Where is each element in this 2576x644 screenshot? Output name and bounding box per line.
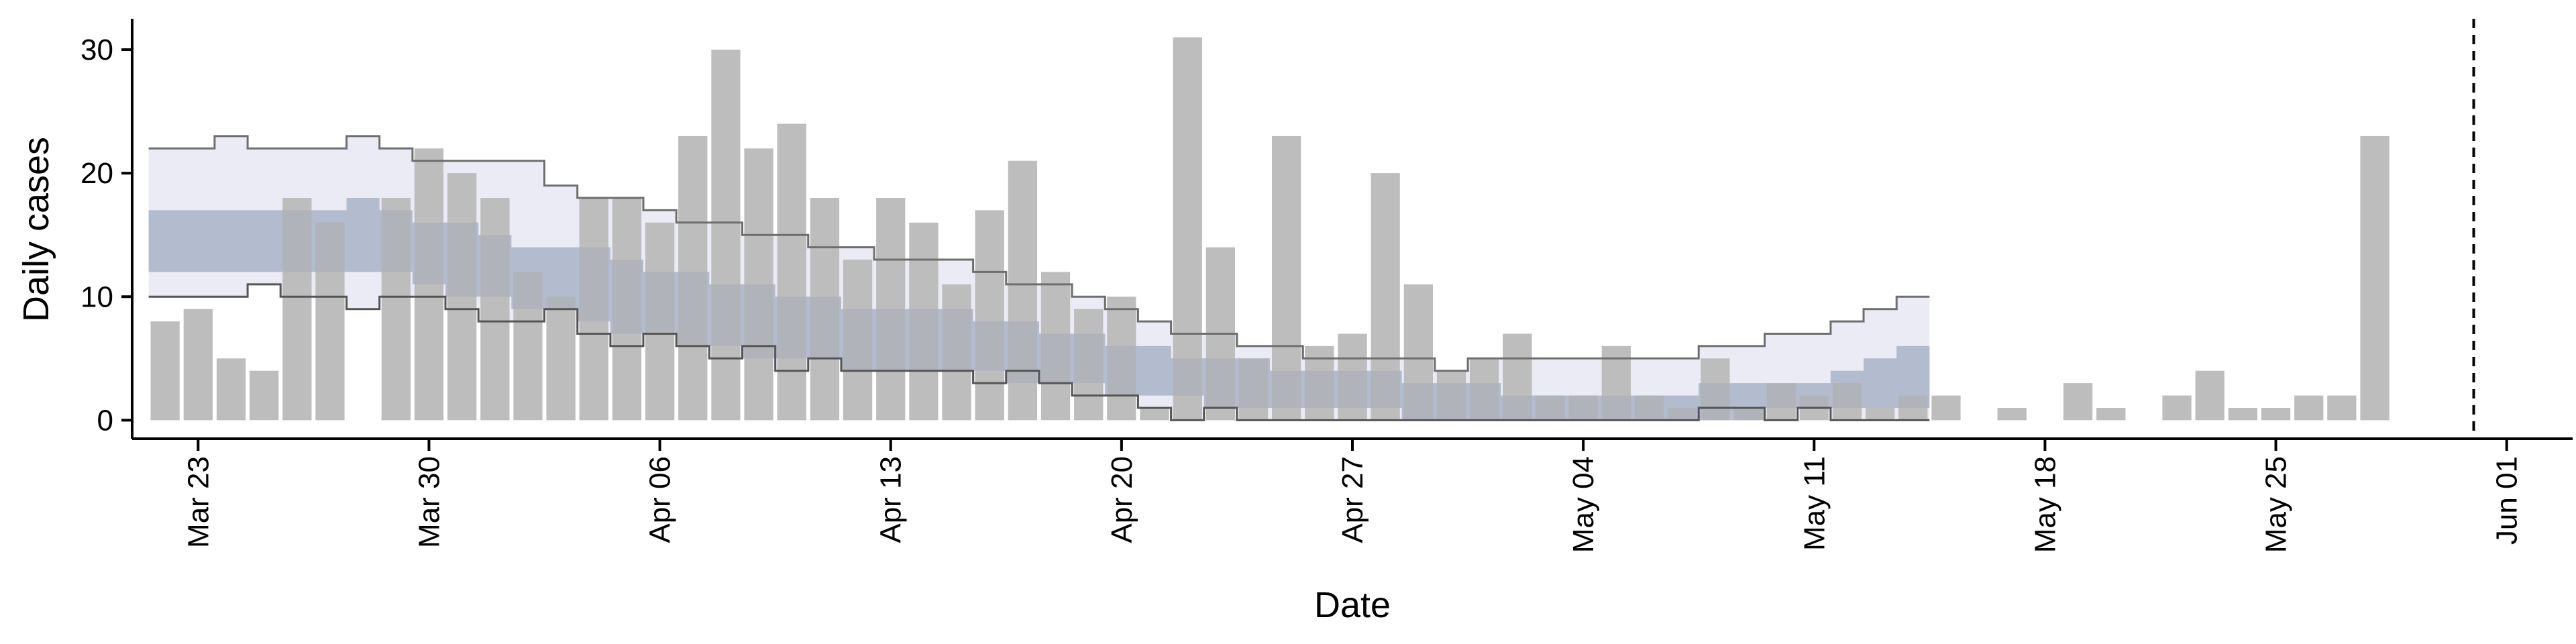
- bar: [1668, 408, 1697, 421]
- bar: [1866, 408, 1895, 421]
- x-tick-label: May 25: [2260, 456, 2293, 553]
- bar: [2228, 408, 2257, 421]
- bar: [1701, 358, 1730, 421]
- y-tick-label: 30: [80, 34, 113, 66]
- x-tick-label: May 04: [1567, 456, 1600, 553]
- bar: [975, 210, 1004, 421]
- bar: [2096, 408, 2126, 421]
- bar: [1008, 160, 1037, 421]
- bar: [414, 148, 444, 421]
- bar: [1173, 37, 1202, 421]
- y-ticks: 0 10 20 30: [80, 34, 132, 437]
- bar: [909, 222, 938, 421]
- bar: [1371, 173, 1400, 421]
- bar: [1338, 333, 1367, 421]
- bar: [1832, 383, 1862, 421]
- bar: [1634, 395, 1664, 421]
- y-tick-label: 0: [97, 404, 113, 437]
- bar: [1766, 383, 1796, 421]
- bar: [1272, 136, 1301, 421]
- bar: [1568, 395, 1598, 421]
- bar: [2063, 383, 2093, 421]
- bars-group: [150, 37, 2390, 421]
- bar: [1733, 408, 1763, 421]
- bar: [645, 222, 675, 421]
- bar: [777, 123, 806, 421]
- bar: [1107, 297, 1136, 421]
- bar: [216, 358, 246, 421]
- bar: [2360, 136, 2390, 421]
- upper-bound-line: [148, 135, 1930, 372]
- lower-bound-line: [148, 283, 1930, 421]
- bar: [843, 260, 873, 421]
- bar: [2261, 408, 2291, 421]
- bar: [546, 297, 576, 421]
- x-tick-label: Apr 20: [1106, 456, 1138, 543]
- bar: [1074, 309, 1104, 421]
- bar: [1436, 370, 1466, 421]
- x-tick-label: May 11: [1798, 456, 1831, 551]
- nowcast-overlap-band: [148, 198, 1930, 421]
- x-tick-label: Mar 23: [182, 456, 215, 548]
- bar: [1140, 408, 1169, 421]
- y-tick-label: 20: [80, 157, 113, 190]
- x-ticks: Mar 23 Mar 30 Apr 06 Apr 13 Apr 20 Apr 27 May …: [182, 439, 2524, 553]
- y-axis-label: Daily cases: [16, 137, 56, 322]
- bar: [1503, 333, 1532, 421]
- bar: [1898, 395, 1928, 421]
- bar: [876, 198, 906, 421]
- bar: [1470, 358, 1499, 421]
- bar: [282, 198, 312, 421]
- bar: [2195, 370, 2224, 421]
- bar: [1238, 358, 1269, 421]
- bar: [1536, 395, 1565, 421]
- bar: [2327, 395, 2357, 421]
- x-tick-label: Jun 01: [2491, 456, 2524, 545]
- x-tick-label: Apr 06: [644, 456, 677, 543]
- bar: [711, 50, 741, 421]
- bar: [1931, 395, 1961, 421]
- bar: [447, 173, 477, 421]
- bar: [480, 198, 510, 421]
- bar: [1403, 284, 1433, 421]
- bar: [2294, 395, 2324, 421]
- bar: [678, 136, 708, 421]
- inner-band-overlay: [148, 198, 1930, 421]
- y-tick-label: 10: [80, 280, 113, 313]
- bar: [183, 309, 213, 421]
- bar: [744, 148, 773, 421]
- bar: [810, 198, 840, 421]
- bar: [250, 370, 279, 421]
- bar: [150, 321, 180, 421]
- x-tick-label: Apr 27: [1336, 456, 1369, 543]
- nowcast-bound-lines: [148, 19, 2475, 439]
- bar: [1997, 408, 2027, 421]
- bar: [1040, 272, 1071, 421]
- x-tick-label: May 18: [2029, 456, 2061, 553]
- bar: [2162, 395, 2192, 421]
- x-tick-label: Mar 30: [413, 456, 446, 548]
- bar: [579, 198, 608, 421]
- bar: [942, 284, 971, 421]
- bar: [513, 272, 543, 421]
- x-tick-label: Apr 13: [875, 456, 908, 543]
- bar: [381, 198, 411, 421]
- x-axis-label: Date: [1314, 585, 1391, 625]
- bar: [315, 222, 345, 421]
- bar: [612, 198, 642, 421]
